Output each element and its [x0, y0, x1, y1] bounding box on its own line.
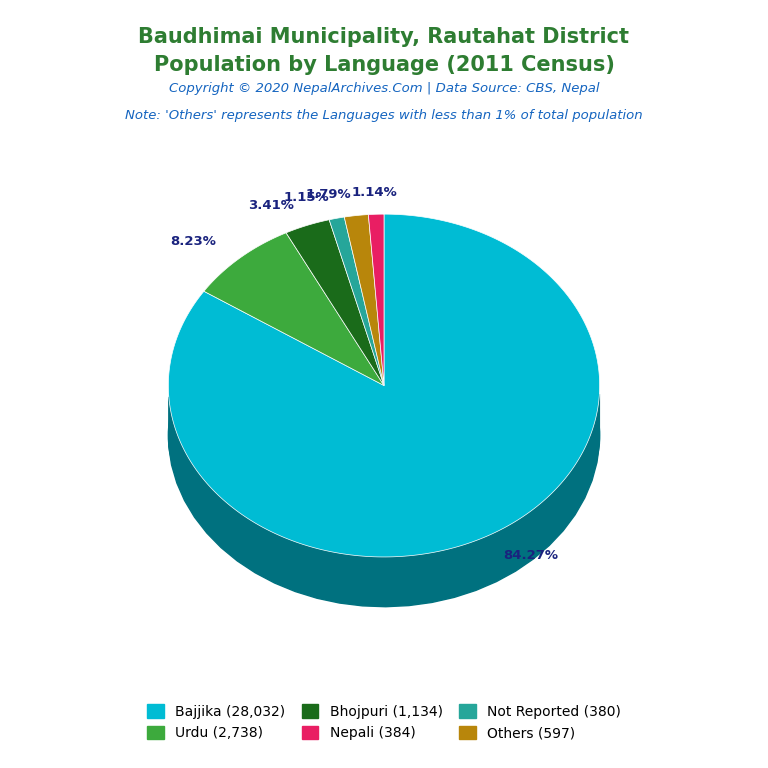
- Text: 3.41%: 3.41%: [249, 199, 294, 212]
- Polygon shape: [329, 217, 384, 386]
- Polygon shape: [344, 214, 384, 386]
- Text: 1.15%: 1.15%: [283, 190, 329, 204]
- Text: Note: 'Others' represents the Languages with less than 1% of total population: Note: 'Others' represents the Languages …: [125, 109, 643, 122]
- Polygon shape: [169, 394, 599, 607]
- Text: 1.14%: 1.14%: [352, 186, 398, 199]
- Ellipse shape: [168, 290, 600, 581]
- Legend: Bajjika (28,032), Urdu (2,738), Bhojpuri (1,134), Nepali (384), Not Reported (38: Bajjika (28,032), Urdu (2,738), Bhojpuri…: [141, 699, 627, 746]
- Polygon shape: [286, 220, 384, 386]
- Polygon shape: [168, 214, 600, 557]
- Text: Population by Language (2011 Census): Population by Language (2011 Census): [154, 55, 614, 75]
- Polygon shape: [204, 233, 384, 386]
- Text: Baudhimai Municipality, Rautahat District: Baudhimai Municipality, Rautahat Distric…: [138, 27, 630, 47]
- Text: Copyright © 2020 NepalArchives.Com | Data Source: CBS, Nepal: Copyright © 2020 NepalArchives.Com | Dat…: [169, 82, 599, 95]
- Text: 8.23%: 8.23%: [170, 235, 217, 248]
- Text: 84.27%: 84.27%: [503, 549, 558, 562]
- Polygon shape: [369, 214, 384, 386]
- Text: 1.79%: 1.79%: [306, 187, 352, 200]
